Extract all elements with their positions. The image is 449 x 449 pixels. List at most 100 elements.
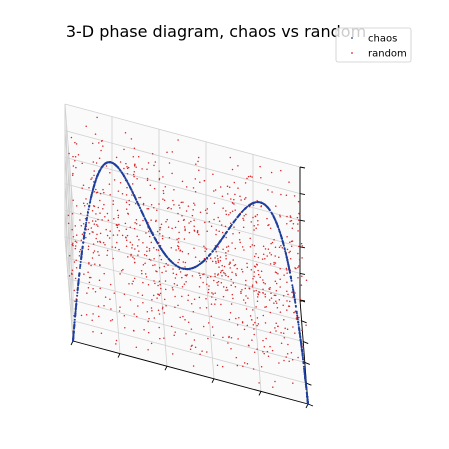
random-point — [98, 254, 100, 256]
random-point — [184, 266, 186, 268]
random-point — [246, 266, 249, 268]
random-point — [273, 302, 275, 304]
random-point — [211, 260, 214, 263]
random-point — [139, 224, 141, 227]
random-point — [232, 259, 234, 261]
chaos-point — [287, 263, 290, 266]
chart-title: 3-D phase diagram, chaos vs random — [66, 22, 366, 41]
random-point — [175, 249, 177, 251]
random-point — [207, 288, 210, 291]
random-point — [159, 229, 161, 231]
random-point — [258, 382, 260, 384]
chaos-point — [143, 217, 146, 220]
random-point — [278, 362, 280, 364]
chaos-point — [288, 267, 290, 269]
random-point — [191, 344, 193, 347]
random-point — [208, 285, 210, 287]
random-point — [165, 262, 167, 265]
random-point — [170, 207, 172, 210]
random-point — [262, 314, 265, 317]
random-point — [125, 162, 127, 165]
random-point — [205, 297, 207, 300]
chaos-point — [80, 253, 83, 256]
random-point — [180, 201, 183, 204]
chaos-point — [302, 362, 305, 365]
chaos-point — [198, 263, 201, 266]
random-point — [98, 142, 100, 144]
random-point — [257, 256, 260, 259]
chaos-point — [162, 251, 165, 254]
chaos-point — [79, 263, 82, 266]
random-point — [299, 298, 301, 301]
random-point — [301, 275, 303, 278]
random-point — [103, 191, 105, 194]
random-point — [125, 239, 128, 242]
random-point — [229, 267, 231, 269]
chaos-point — [232, 221, 235, 224]
random-point — [221, 231, 224, 234]
random-point — [292, 382, 294, 384]
random-point — [230, 336, 233, 339]
random-point — [270, 297, 273, 299]
random-point — [254, 266, 257, 268]
random-point — [167, 264, 169, 266]
chaos-point — [73, 318, 76, 321]
random-point — [293, 195, 296, 197]
random-point — [260, 205, 262, 208]
random-point — [191, 214, 194, 217]
random-point — [157, 249, 160, 251]
random-point — [301, 245, 304, 247]
random-point — [150, 307, 153, 309]
random-point — [256, 324, 258, 327]
random-point — [106, 234, 109, 237]
random-point — [253, 328, 255, 330]
random-point — [236, 364, 239, 367]
random-point — [137, 254, 139, 256]
random-point — [139, 196, 142, 199]
chaos-point — [76, 291, 79, 294]
random-point — [120, 269, 123, 272]
random-point — [181, 286, 184, 288]
random-point — [269, 286, 271, 289]
random-point — [259, 276, 261, 279]
random-point — [79, 248, 82, 251]
random-point — [177, 261, 179, 264]
random-point — [243, 214, 245, 217]
random-point — [233, 264, 236, 267]
chaos-point — [168, 258, 170, 261]
random-point — [199, 353, 201, 356]
random-point — [286, 248, 289, 251]
random-point — [297, 266, 299, 269]
random-point — [274, 262, 277, 264]
random-point — [146, 208, 148, 210]
random-point — [146, 310, 149, 313]
random-point — [285, 267, 288, 270]
random-point — [189, 348, 192, 350]
random-point — [88, 261, 90, 264]
random-point — [210, 315, 213, 318]
chaos-point — [293, 296, 296, 299]
random-point — [221, 264, 223, 267]
random-point — [289, 220, 291, 222]
random-point — [171, 172, 173, 175]
random-point — [242, 365, 244, 368]
legend-frame — [335, 27, 412, 63]
random-point — [178, 258, 180, 261]
random-point — [150, 203, 153, 206]
random-point — [231, 293, 234, 296]
random-point — [190, 328, 193, 330]
random-point — [108, 237, 111, 239]
random-point — [224, 272, 226, 275]
chaos-point — [73, 321, 76, 324]
random-point — [97, 206, 100, 209]
random-point — [73, 289, 76, 292]
random-point — [205, 248, 208, 250]
random-point — [92, 288, 94, 290]
random-point — [146, 177, 149, 180]
random-point — [101, 219, 103, 221]
random-point — [279, 286, 281, 288]
random-point — [207, 322, 210, 324]
random-point — [225, 254, 227, 257]
random-point — [187, 294, 190, 297]
random-point — [102, 241, 105, 244]
